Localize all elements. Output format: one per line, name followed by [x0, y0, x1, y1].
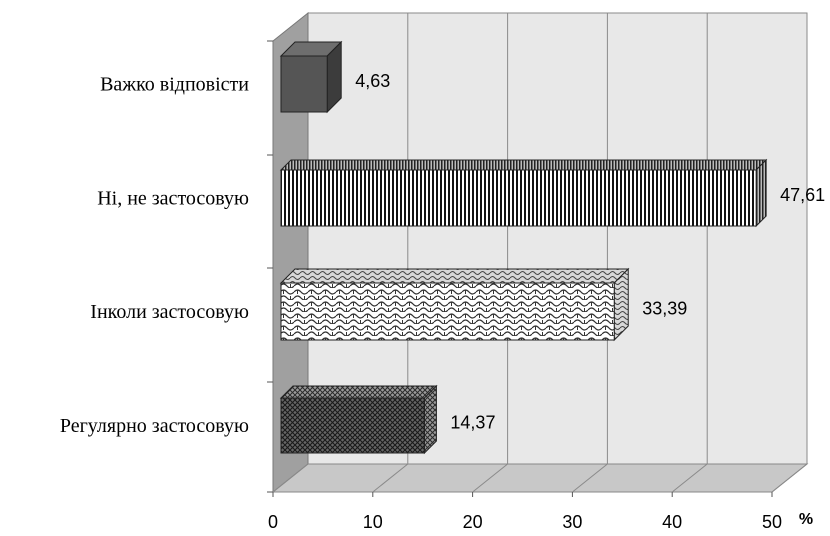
x-tick-label: 50: [762, 512, 782, 532]
bar: [280, 169, 757, 227]
floor-gridline: [771, 463, 808, 493]
category-label: Ні, не застосовую: [97, 188, 249, 210]
floor-gridline: [372, 463, 409, 493]
bar: [280, 397, 425, 454]
bar-top: [279, 159, 768, 171]
category-label: Регулярно застосовую: [60, 415, 249, 437]
x-tick-label: 30: [562, 512, 582, 532]
floor-gridline: [272, 463, 309, 493]
bar: [280, 282, 615, 341]
data-label: 33,39: [642, 298, 687, 318]
bar-side: [755, 158, 767, 228]
bar-top: [279, 268, 630, 284]
bar-side: [423, 384, 437, 455]
labels-group: 0 10 20 30 40 50 % 14,37 Регулярно застосовую 33,…: [60, 71, 825, 532]
bar: [280, 55, 328, 113]
category-label: Інколи застосовую: [90, 301, 249, 323]
x-tick-label: 0: [268, 512, 278, 532]
x-tick-label: 10: [363, 512, 383, 532]
data-label: 47,61: [780, 185, 825, 205]
floor-gridline: [572, 463, 608, 493]
floor-gridline: [472, 463, 508, 493]
data-label: 14,37: [450, 412, 495, 432]
x-tick-label: 20: [463, 512, 483, 532]
x-unit-label: %: [799, 511, 813, 528]
bar-top: [279, 385, 438, 399]
category-label: Важко відповісти: [100, 74, 249, 96]
floor-gridline: [671, 463, 708, 493]
data-label: 4,63: [355, 71, 390, 91]
chart-walls: [271, 11, 809, 494]
floor: [271, 463, 809, 493]
gridlines: [267, 13, 808, 497]
x-tick-label: 40: [662, 512, 682, 532]
bars-group: [279, 40, 768, 455]
